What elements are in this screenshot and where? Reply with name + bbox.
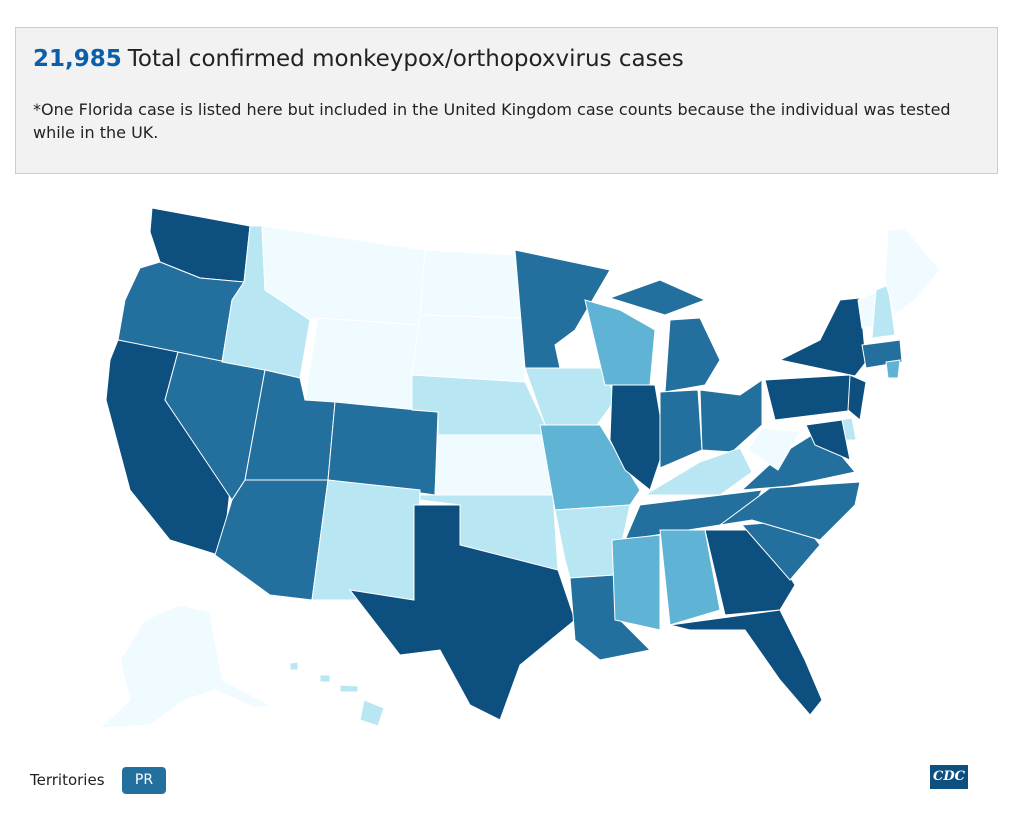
state[interactable] bbox=[664, 317, 721, 393]
headline: 21,985 Total confirmed monkeypox/orthopox… bbox=[33, 46, 684, 72]
states[interactable] bbox=[98, 207, 941, 729]
state[interactable] bbox=[539, 424, 641, 511]
state[interactable] bbox=[411, 314, 526, 386]
state[interactable] bbox=[319, 674, 331, 683]
state[interactable] bbox=[659, 529, 721, 626]
state[interactable] bbox=[805, 419, 851, 461]
state[interactable] bbox=[764, 374, 857, 421]
state[interactable] bbox=[608, 279, 707, 316]
summary-box: 21,985 Total confirmed monkeypox/orthopox… bbox=[15, 27, 998, 174]
state[interactable] bbox=[584, 299, 656, 386]
state[interactable] bbox=[327, 401, 439, 496]
footnote: *One Florida case is listed here but inc… bbox=[33, 100, 951, 142]
state[interactable] bbox=[778, 297, 867, 377]
state[interactable] bbox=[659, 389, 703, 469]
territory-button[interactable]: PR bbox=[122, 767, 166, 794]
state[interactable] bbox=[885, 359, 901, 379]
headline-text: Total confirmed monkeypox/orthopoxvirus … bbox=[127, 46, 684, 72]
state[interactable] bbox=[669, 609, 823, 716]
territories-label: Territories bbox=[30, 771, 105, 789]
state[interactable] bbox=[348, 504, 576, 721]
state[interactable] bbox=[871, 284, 896, 339]
state[interactable] bbox=[419, 249, 523, 319]
state[interactable] bbox=[359, 699, 385, 727]
state[interactable] bbox=[524, 367, 616, 426]
state[interactable] bbox=[643, 447, 753, 496]
state[interactable] bbox=[311, 479, 421, 601]
state[interactable] bbox=[98, 604, 272, 729]
state[interactable] bbox=[434, 434, 554, 496]
state[interactable] bbox=[847, 374, 867, 421]
state[interactable] bbox=[699, 379, 763, 453]
state[interactable] bbox=[884, 227, 941, 316]
state[interactable] bbox=[747, 427, 801, 471]
cdc-logo: CDC bbox=[930, 765, 968, 789]
case-count: 21,985 bbox=[33, 46, 122, 72]
state[interactable] bbox=[289, 661, 299, 671]
state[interactable] bbox=[304, 317, 421, 411]
state[interactable] bbox=[339, 684, 359, 693]
state[interactable] bbox=[609, 384, 666, 491]
state[interactable] bbox=[611, 534, 661, 631]
us-map bbox=[98, 207, 941, 729]
